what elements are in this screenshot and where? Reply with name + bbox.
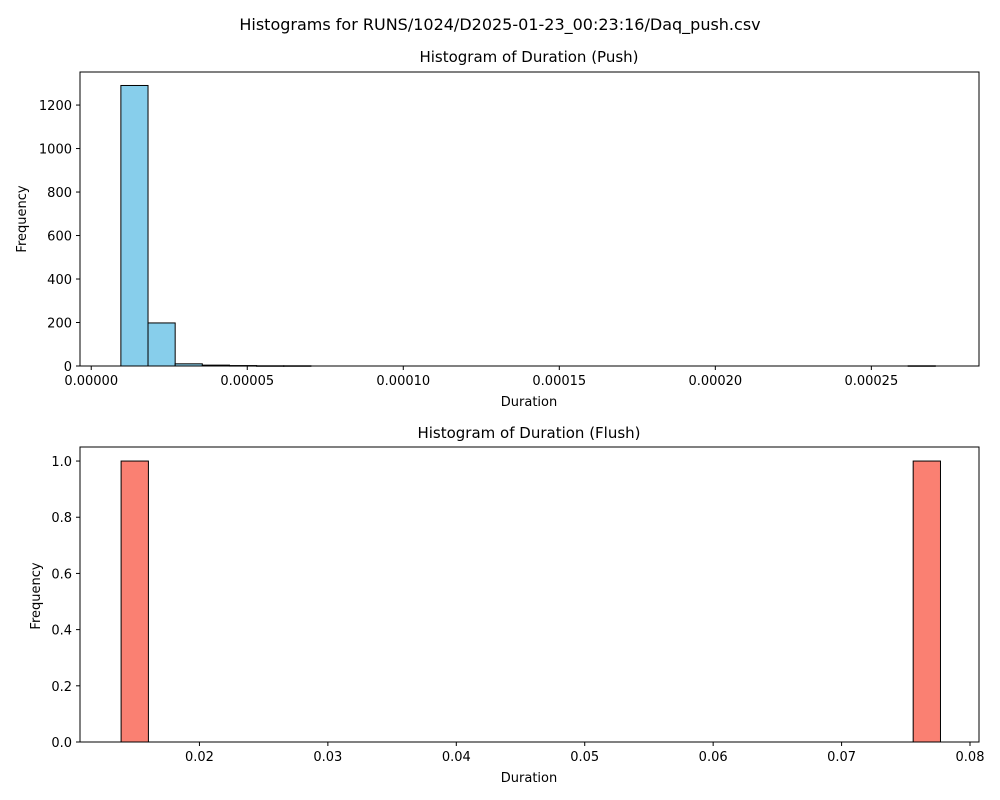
push-y-axis-label: Frequency — [15, 185, 30, 252]
flush-y-ticks: 0.0 0.2 0.4 0.6 0.8 1.0 — [51, 455, 80, 751]
push-histogram-panel: Histogram of Duration (Push) Duration Fr… — [15, 48, 980, 410]
push-x-tick-label: 0.00015 — [532, 374, 586, 389]
flush-x-ticks: 0.02 0.03 0.04 0.05 0.06 0.07 0.08 — [185, 742, 985, 765]
push-y-tick-label: 800 — [47, 186, 72, 201]
push-x-tick-label: 0.00010 — [376, 374, 430, 389]
flush-bar — [120, 460, 149, 743]
push-y-tick-label: 1000 — [39, 143, 72, 158]
flush-plot-frame — [79, 446, 980, 743]
push-bars — [120, 84, 936, 367]
flush-y-tick-label: 0.8 — [51, 511, 72, 526]
flush-x-tick-label: 0.02 — [185, 750, 214, 765]
push-x-tick-label: 0.00005 — [220, 374, 274, 389]
flush-x-tick-label: 0.08 — [956, 750, 985, 765]
flush-x-tick-label: 0.04 — [442, 750, 471, 765]
flush-y-tick-label: 0.4 — [51, 624, 72, 639]
push-y-tick-label: 0 — [64, 360, 72, 375]
push-plot-frame — [79, 71, 980, 367]
flush-chart-title: Histogram of Duration (Flush) — [417, 424, 640, 442]
flush-bar — [912, 460, 941, 743]
push-y-ticks: 0 200 400 600 800 1000 1200 — [39, 99, 80, 375]
flush-y-tick-label: 0.2 — [51, 680, 72, 695]
flush-y-tick-label: 0.6 — [51, 567, 72, 582]
push-y-tick-label: 400 — [47, 273, 72, 288]
push-y-tick-label: 200 — [47, 317, 72, 332]
push-y-tick-label: 600 — [47, 230, 72, 245]
push-chart-title: Histogram of Duration (Push) — [419, 48, 638, 66]
flush-bars — [120, 460, 941, 743]
flush-y-tick-label: 0.0 — [51, 736, 72, 751]
flush-x-tick-label: 0.06 — [699, 750, 728, 765]
push-x-axis-label: Duration — [501, 395, 557, 410]
push-x-tick-label: 0.00020 — [688, 374, 742, 389]
push-x-ticks: 0.00000 0.00005 0.00010 0.00015 0.00020 0.000… — [64, 366, 898, 389]
push-x-tick-label: 0.00025 — [844, 374, 898, 389]
flush-x-tick-label: 0.07 — [827, 750, 856, 765]
flush-x-tick-label: 0.05 — [570, 750, 599, 765]
flush-y-axis-label: Frequency — [29, 562, 44, 629]
push-bar — [120, 84, 149, 367]
push-x-tick-label: 0.00000 — [64, 374, 118, 389]
push-bar — [147, 322, 176, 367]
flush-x-tick-label: 0.03 — [313, 750, 342, 765]
figure-suptitle: Histograms for RUNS/1024/D2025-01-23_00:… — [239, 15, 760, 35]
flush-histogram-panel: Histogram of Duration (Flush) Duration F… — [29, 424, 984, 786]
flush-x-axis-label: Duration — [501, 771, 557, 786]
push-y-tick-label: 1200 — [39, 99, 72, 114]
flush-y-tick-label: 1.0 — [51, 455, 72, 470]
